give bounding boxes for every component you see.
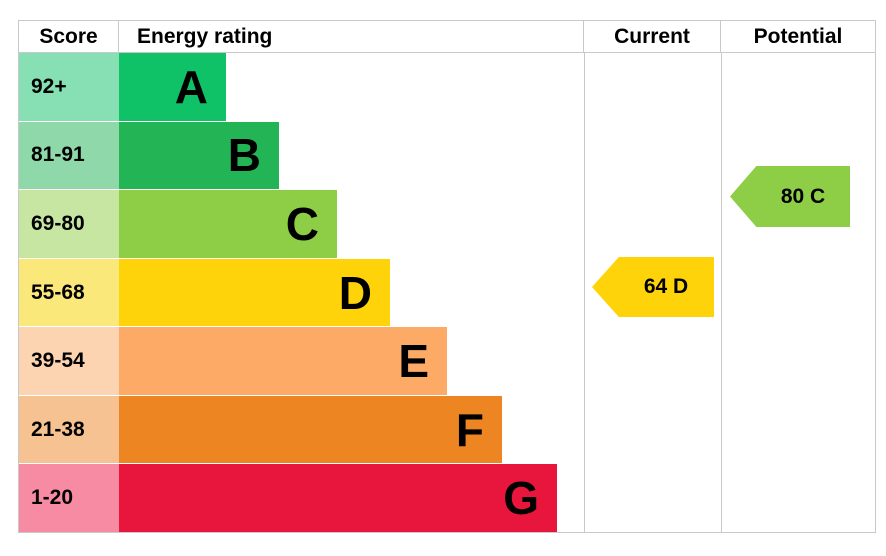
- band-score-range: 81-91: [19, 121, 119, 190]
- band-score-range: 39-54: [19, 327, 119, 395]
- potential-rating-arrow: 80 C: [730, 166, 850, 227]
- band-bar: B: [119, 121, 279, 190]
- band-score-range: 92+: [19, 53, 119, 121]
- band-bar: E: [119, 327, 447, 395]
- band-letter: C: [285, 197, 319, 250]
- band-letter: G: [503, 472, 539, 525]
- potential-column-header: Potential: [720, 21, 875, 52]
- table-header: Score Energy rating Current Potential: [19, 21, 875, 53]
- band-row: 92+ A: [19, 53, 875, 122]
- band-score-range: 1-20: [19, 464, 119, 533]
- band-letter: F: [455, 403, 484, 456]
- current-rating-arrow: 64 D: [592, 257, 714, 317]
- rating-table: Score Energy rating Current Potential 92…: [18, 20, 876, 533]
- band-bar: F: [119, 395, 502, 464]
- band-row: 81-91 B: [19, 121, 875, 191]
- band-letter: B: [227, 129, 261, 182]
- band-bar: G: [119, 464, 557, 533]
- band-bar: D: [119, 258, 390, 327]
- band-letter: D: [338, 266, 372, 319]
- energy-rating-column-header: Energy rating: [137, 24, 273, 48]
- score-column-header: Score: [19, 21, 119, 52]
- band-row: 39-54 E: [19, 327, 875, 396]
- current-column-divider: [584, 53, 585, 532]
- bands-area: 92+ A 81-91 B 69-80 C 55-68 D 39-54 E 21…: [19, 53, 875, 533]
- band-score-range: 69-80: [19, 190, 119, 258]
- band-row: 69-80 C: [19, 190, 875, 259]
- band-score-range: 55-68: [19, 258, 119, 327]
- band-row: 1-20 G: [19, 464, 875, 533]
- band-row: 21-38 F: [19, 395, 875, 465]
- band-letter: A: [174, 60, 208, 113]
- band-bar: C: [119, 190, 337, 258]
- band-score-range: 21-38: [19, 395, 119, 464]
- current-rating-label: 64 D: [643, 275, 689, 298]
- current-column-header: Current: [583, 21, 720, 52]
- band-letter: E: [398, 335, 429, 388]
- band-row: 55-68 D: [19, 258, 875, 328]
- potential-column-divider: [721, 53, 722, 532]
- potential-rating-label: 80 C: [780, 184, 826, 208]
- band-bar: A: [119, 53, 226, 121]
